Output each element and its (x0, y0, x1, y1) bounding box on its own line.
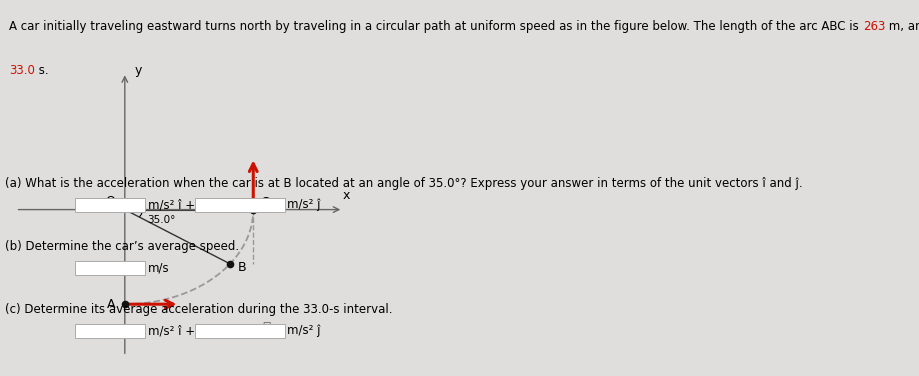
Text: m/s² î +: m/s² î + (148, 198, 195, 211)
Text: m/s² ĵ: m/s² ĵ (287, 324, 320, 337)
Text: m/s² î +: m/s² î + (148, 324, 195, 337)
Text: (a) What is the acceleration when the car is at B located at an angle of 35.0°? : (a) What is the acceleration when the ca… (5, 177, 801, 190)
FancyBboxPatch shape (195, 198, 285, 212)
Text: 263: 263 (862, 20, 884, 33)
Text: A car initially traveling eastward turns north by traveling in a circular path a: A car initially traveling eastward turns… (9, 20, 862, 33)
FancyBboxPatch shape (75, 324, 145, 338)
Text: O: O (106, 194, 116, 208)
Text: m/s: m/s (148, 261, 169, 274)
Text: 35.0°: 35.0° (147, 215, 176, 225)
Text: m, and the car completes the turn: m, and the car completes the turn (884, 20, 919, 33)
FancyBboxPatch shape (75, 198, 145, 212)
Text: 33.0: 33.0 (9, 65, 35, 77)
Text: (c) Determine its average acceleration during the 33.0-s interval.: (c) Determine its average acceleration d… (5, 303, 392, 316)
Text: C: C (260, 196, 269, 209)
Text: s.: s. (35, 65, 49, 77)
Text: (b) Determine the car’s average speed.: (b) Determine the car’s average speed. (5, 240, 239, 253)
Text: ⓘ: ⓘ (262, 321, 270, 335)
Text: x: x (343, 190, 350, 203)
Text: B: B (237, 261, 245, 274)
Text: A: A (107, 298, 115, 311)
Text: m/s² ĵ: m/s² ĵ (287, 198, 320, 211)
FancyBboxPatch shape (195, 324, 285, 338)
Text: y: y (134, 64, 142, 77)
FancyBboxPatch shape (75, 261, 145, 275)
